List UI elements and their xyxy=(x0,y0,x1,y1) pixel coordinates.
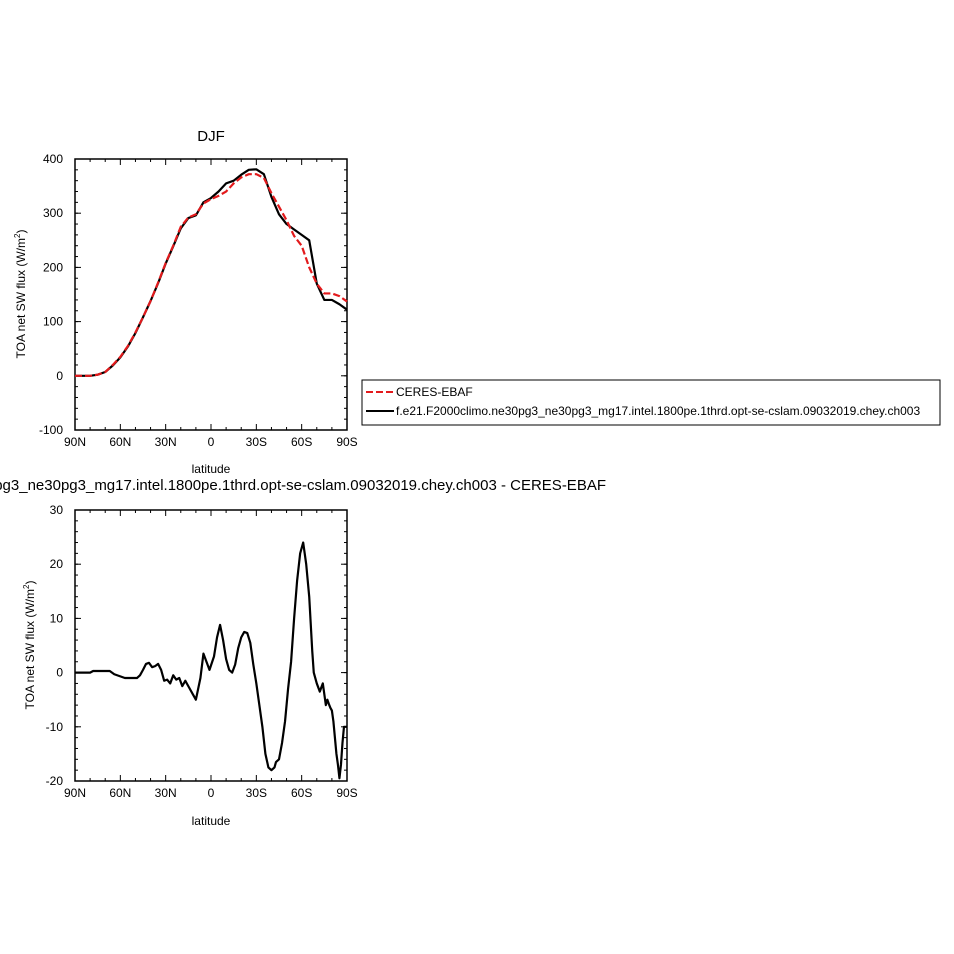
bottom-y-tick-label: 10 xyxy=(50,611,64,625)
top-x-tick-label: 0 xyxy=(208,435,215,449)
bottom-x-tick-label: 60S xyxy=(291,786,312,800)
bottom-plot-frame xyxy=(74,509,348,782)
top-y-tick-label: 400 xyxy=(43,152,63,166)
bottom-x-tick-label: 90S xyxy=(336,786,357,800)
top-x-axis-label: latitude xyxy=(192,462,231,476)
bottom-y-axis-label-sup: 2 xyxy=(22,584,31,589)
top-y-axis-label-sup: 2 xyxy=(13,233,22,238)
top-series-line-0 xyxy=(75,173,348,377)
top-y-axis-label: TOA net SW flux (W/m2) xyxy=(13,230,28,359)
top-y-axis-label-close: ) xyxy=(14,230,28,234)
bottom-series-line-0 xyxy=(75,541,347,780)
bottom-x-axis-label: latitude xyxy=(192,814,231,828)
top-x-tick-label: 30S xyxy=(246,435,267,449)
top-plot-frame xyxy=(74,158,348,431)
top-panel: DJF 90N 60N 30N 0 30S 60S 90S 400 300 200 100 0 -100… xyxy=(13,128,941,476)
legend-label-model: f.e21.F2000climo.ne30pg3_ne30pg3_mg17.in… xyxy=(396,404,920,418)
bottom-y-tick-label: -20 xyxy=(46,774,64,788)
legend: CERES-EBAF f.e21.F2000climo.ne30pg3_ne30… xyxy=(361,379,941,426)
bottom-x-tick-label: 30N xyxy=(155,786,177,800)
bottom-x-tick-label: 60N xyxy=(109,786,131,800)
legend-label-ceres: CERES-EBAF xyxy=(396,385,473,399)
top-axes: 90N 60N 30N 0 30S 60S 90S 400 300 200 100 0 -100 xyxy=(39,152,358,449)
bottom-axes: 90N 60N 30N 0 30S 60S 90S 30 20 10 0 -10 -20 xyxy=(46,503,358,800)
top-y-tick-label: 0 xyxy=(56,369,63,383)
bottom-y-tick-label: 30 xyxy=(50,503,64,517)
bottom-y-axis-label: TOA net SW flux (W/m2) xyxy=(22,581,37,710)
bottom-panel: f.e21.F2000climo.ne30pg3_ne30pg3_mg17.in… xyxy=(0,477,606,828)
top-x-tick-label: 30N xyxy=(155,435,177,449)
top-y-tick-label: 100 xyxy=(43,315,63,329)
bottom-x-tick-label: 0 xyxy=(208,786,215,800)
bottom-y-tick-label: -10 xyxy=(46,720,64,734)
top-chart-title: DJF xyxy=(197,128,225,145)
top-y-tick-label: 300 xyxy=(43,206,63,220)
top-series-line-1 xyxy=(75,168,348,377)
bottom-y-tick-label: 20 xyxy=(50,557,64,571)
bottom-x-tick-label: 90N xyxy=(64,786,86,800)
top-series-lines xyxy=(75,168,348,377)
top-y-tick-label: -100 xyxy=(39,423,63,437)
top-y-axis-label-main: TOA net SW flux (W/m xyxy=(14,238,28,358)
top-y-tick-label: 200 xyxy=(43,260,63,274)
legend-box xyxy=(361,379,941,426)
top-x-tick-label: 90S xyxy=(336,435,357,449)
bottom-chart-title: f.e21.F2000climo.ne30pg3_ne30pg3_mg17.in… xyxy=(0,477,606,494)
bottom-y-axis-label-main: TOA net SW flux (W/m xyxy=(23,589,37,709)
top-x-tick-label: 60N xyxy=(109,435,131,449)
top-x-tick-label: 60S xyxy=(291,435,312,449)
bottom-y-tick-label: 0 xyxy=(56,666,63,680)
bottom-x-tick-label: 30S xyxy=(246,786,267,800)
top-x-tick-label: 90N xyxy=(64,435,86,449)
bottom-y-axis-label-close: ) xyxy=(23,581,37,585)
bottom-series-lines xyxy=(75,541,347,780)
